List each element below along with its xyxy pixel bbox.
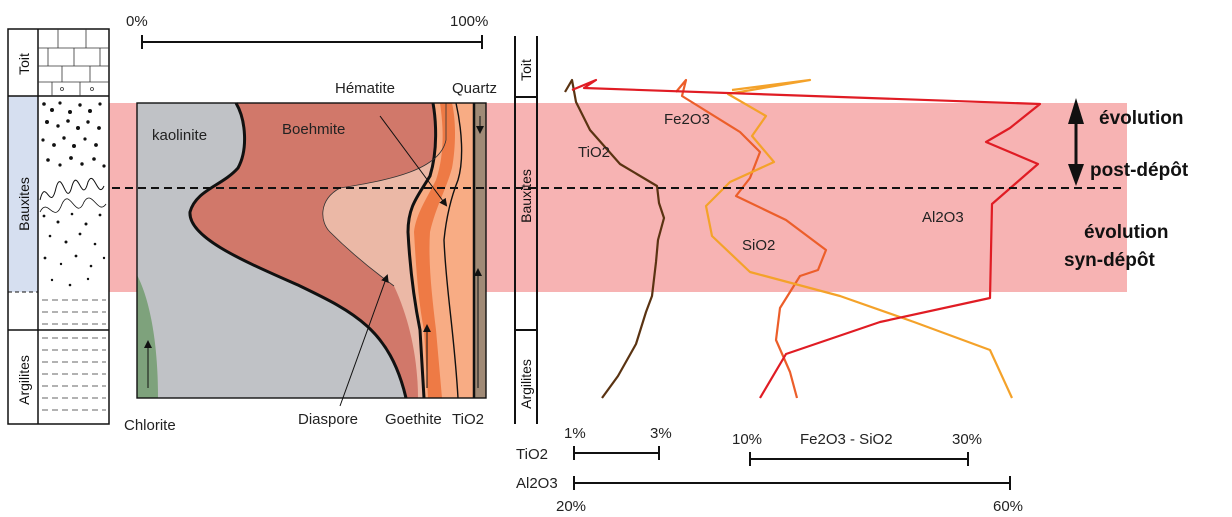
- hematite-label: Hématite: [335, 80, 395, 97]
- fe-si-scale-min: 10%: [732, 431, 762, 448]
- diaspore-label: Diaspore: [298, 411, 358, 428]
- tio2-curve-label: TiO2: [578, 144, 610, 161]
- al2o3-scale-max: 60%: [993, 498, 1023, 515]
- fe-si-scale-max: 30%: [952, 431, 982, 448]
- syn-depot-label-2: syn-dépôt: [1064, 250, 1155, 271]
- chemistry-column: Toit Bauxites Argilites: [514, 36, 538, 424]
- chem-unit-label-toit: Toit: [518, 59, 534, 81]
- fe2o3-curve: [675, 78, 828, 399]
- unit-label-argilites: Argilites: [16, 355, 32, 405]
- tio2-scale-max: 3%: [650, 425, 672, 442]
- scale-end-label: 100%: [450, 13, 488, 30]
- chem-unit-label-argilites: Argilites: [518, 359, 534, 409]
- bauxite-pattern: [41, 101, 106, 287]
- sio2-curve-label: SiO2: [742, 237, 775, 254]
- post-depot-label-2: post-dépôt: [1090, 160, 1189, 181]
- scale-bars: TiO2 1% 3% 10% Fe2O3 - SiO2 30% Al2O3 20…: [516, 425, 1023, 515]
- tio2-scale-min: 1%: [564, 425, 586, 442]
- kaolinite-label: kaolinite: [152, 127, 207, 144]
- argilites-pattern: [42, 299, 106, 411]
- chemistry-curves: [564, 78, 1042, 399]
- al2o3-scale-name: Al2O3: [516, 475, 558, 492]
- boehmite-label: Boehmite: [282, 121, 345, 138]
- fe-si-scale-name: Fe2O3 - SiO2: [800, 431, 893, 448]
- tio2-mineral-label: TiO2: [452, 411, 484, 428]
- toit-pattern: [38, 29, 109, 96]
- lithologic-column: Toit Bauxites Argilites: [7, 28, 110, 425]
- chlorite-label: Chlorite: [124, 417, 176, 434]
- unit-label-toit: Toit: [16, 53, 32, 75]
- bauxite-unit-strip: [9, 96, 38, 292]
- goethite-label: Goethite: [385, 411, 442, 428]
- al2o3-curve: [571, 78, 1042, 399]
- syn-depot-label-1: évolution: [1084, 222, 1168, 243]
- scale-start-label: 0%: [126, 13, 148, 30]
- bauxite-wavy-lines: [39, 178, 105, 201]
- al2o3-curve-label: Al2O3: [922, 209, 964, 226]
- tio2-field: [474, 103, 486, 398]
- chem-unit-label-bauxites: Bauxites: [518, 169, 534, 223]
- tio2-curve: [564, 78, 666, 399]
- fe2o3-curve-label: Fe2O3: [664, 111, 710, 128]
- quartz-label: Quartz: [452, 80, 497, 97]
- mineral-panel: 0% 100% kaolinite Boehmite Hématite: [124, 13, 497, 434]
- tio2-scale-name: TiO2: [516, 446, 548, 463]
- unit-label-bauxites: Bauxites: [16, 177, 32, 231]
- post-depot-label-1: évolution: [1099, 108, 1183, 129]
- al2o3-scale-min: 20%: [556, 498, 586, 515]
- chlorite-field: [137, 275, 158, 398]
